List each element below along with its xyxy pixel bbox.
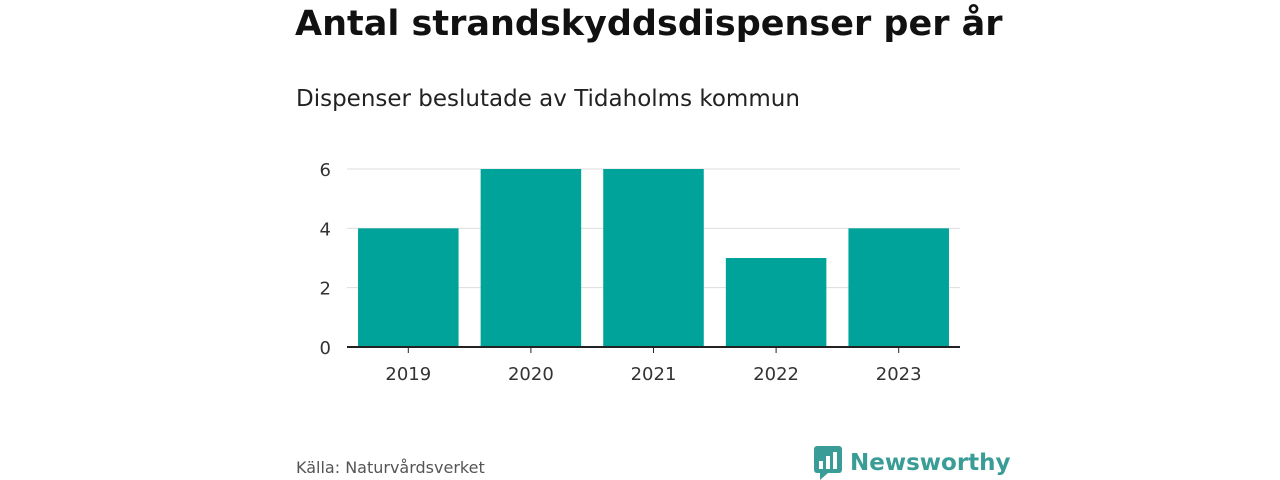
bars <box>358 169 949 347</box>
x-tick-label: 2020 <box>508 364 554 385</box>
chart-subtitle: Dispenser beslutade av Tidaholms kommun <box>296 86 800 112</box>
y-tick-label: 4 <box>320 219 331 240</box>
y-tick-label: 6 <box>320 160 331 181</box>
x-tick-label: 2023 <box>876 364 922 385</box>
x-tick-label: 2022 <box>753 364 799 385</box>
bar-2021 <box>603 169 704 347</box>
bar-2019 <box>358 228 459 347</box>
bar-chart: 0 2 4 6 2019 2020 2021 2022 2023 <box>320 160 960 385</box>
source-note: Källa: Naturvårdsverket <box>296 458 485 477</box>
brand-name: Newsworthy <box>850 450 1011 476</box>
bar-2023 <box>848 228 949 347</box>
brand-logo: Newsworthy <box>814 446 1011 480</box>
bar-2022 <box>725 258 827 347</box>
newsworthy-logo-icon <box>814 446 842 480</box>
x-tick-label: 2019 <box>385 364 431 385</box>
y-tick-label: 2 <box>320 279 331 300</box>
bar-2020 <box>480 169 582 347</box>
tick-labels: 0 2 4 6 2019 2020 2021 2022 2023 <box>320 160 922 385</box>
axes <box>347 346 960 353</box>
chart-title: Antal strandskyddsdispenser per år <box>295 4 1003 44</box>
y-tick-label: 0 <box>320 338 331 359</box>
x-tick-label: 2021 <box>631 364 677 385</box>
